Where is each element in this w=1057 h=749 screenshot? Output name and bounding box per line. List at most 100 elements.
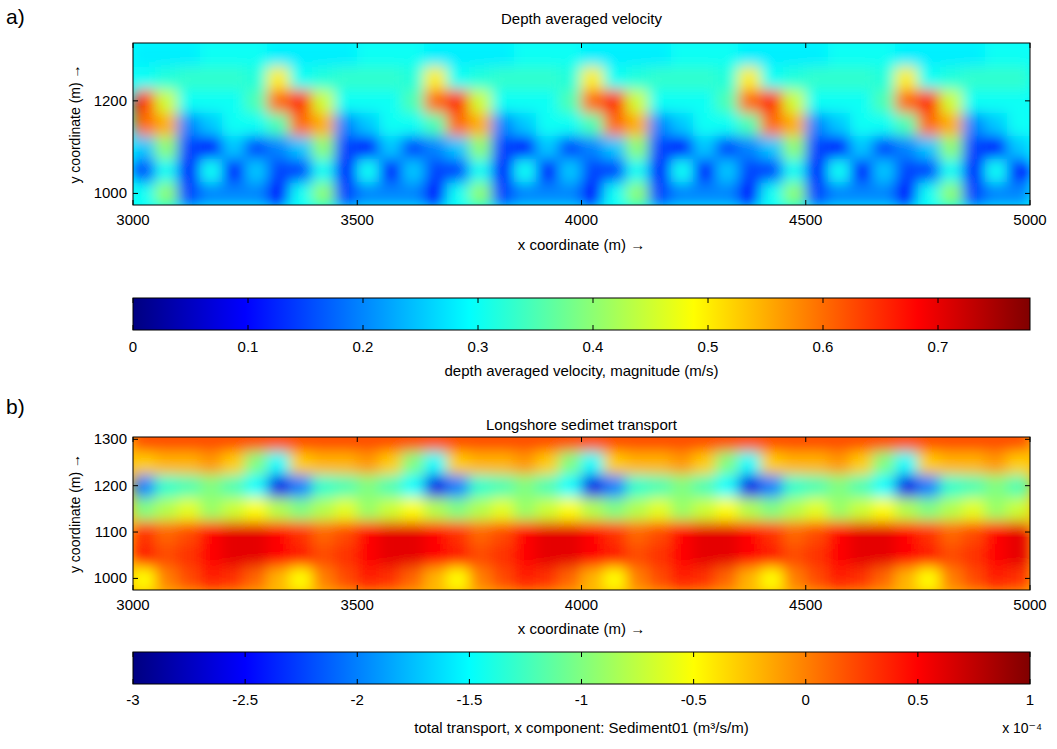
- heat-cell: [850, 497, 873, 521]
- y-tick-label: 1200: [94, 477, 127, 494]
- heat-cell: [559, 450, 582, 474]
- heat-cell: [581, 43, 604, 67]
- heat-cell: [402, 66, 425, 90]
- heat-cell: [559, 158, 582, 182]
- heat-cell: [805, 89, 828, 113]
- heat-cell: [760, 543, 783, 567]
- heat-cell: [1007, 543, 1030, 567]
- title: Longshore sedimet transport: [486, 416, 678, 433]
- heat-cell: [805, 497, 828, 521]
- heat-cell: [962, 437, 985, 451]
- heat-cell: [155, 112, 178, 136]
- heat-cell: [693, 520, 716, 544]
- heat-cell: [514, 497, 537, 521]
- heat-cell: [222, 450, 245, 474]
- heat-cell: [805, 437, 828, 451]
- y-tick-label: 1000: [94, 184, 127, 201]
- heat-cell: [200, 437, 223, 451]
- plot-frame: [133, 43, 1030, 205]
- heat-cell: [693, 474, 716, 498]
- heat-cell: [424, 520, 447, 544]
- heat-cell: [603, 43, 626, 67]
- heat-cell: [200, 543, 223, 567]
- heat-cell: [828, 181, 851, 205]
- heat-cell: [559, 43, 582, 67]
- heat-cell: [850, 89, 873, 113]
- heat-cell: [559, 66, 582, 90]
- heat-cell: [379, 566, 402, 590]
- heat-cell: [312, 158, 335, 182]
- heat-cell: [626, 520, 649, 544]
- heat-cell: [738, 89, 761, 113]
- heat-cell: [357, 158, 380, 182]
- colorbar-tick: [478, 325, 479, 330]
- heat-cell: [289, 566, 312, 590]
- heat-cell: [873, 450, 896, 474]
- heat-cell: [334, 520, 357, 544]
- heat-cell: [491, 112, 514, 136]
- plot-area: [133, 43, 1030, 205]
- y-tick: [1025, 193, 1030, 194]
- heat-cell: [559, 474, 582, 498]
- colorbar-tick: [133, 298, 134, 303]
- heat-cell: [738, 43, 761, 67]
- heat-cell: [245, 135, 268, 159]
- heat-cell: [200, 497, 223, 521]
- heat-cell: [962, 474, 985, 498]
- heat-cell: [446, 497, 469, 521]
- heat-cell: [940, 158, 963, 182]
- heat-cell: [245, 543, 268, 567]
- heat-cell: [402, 112, 425, 136]
- heat-cell: [402, 520, 425, 544]
- heat-cell: [603, 112, 626, 136]
- heat-cell: [626, 437, 649, 451]
- colorbar-tick-label: 0: [802, 691, 810, 708]
- heat-cell: [760, 450, 783, 474]
- heat-cell: [379, 135, 402, 159]
- heat-cell: [738, 112, 761, 136]
- heat-cell: [469, 43, 492, 67]
- heat-cell: [805, 43, 828, 67]
- colorbar-scale: x 10⁻⁴: [1002, 720, 1042, 736]
- heat-cell: [267, 437, 290, 451]
- heat-cell: [514, 450, 537, 474]
- heat-cell: [805, 181, 828, 205]
- heat-cell: [469, 135, 492, 159]
- heat-cell: [581, 89, 604, 113]
- colorbar-tick-label: 0.7: [928, 338, 949, 355]
- heat-cell: [446, 520, 469, 544]
- heat-cell: [671, 450, 694, 474]
- heat-cell: [491, 437, 514, 451]
- heat-cell: [917, 450, 940, 474]
- heat-cell: [177, 520, 200, 544]
- heat-cell: [177, 181, 200, 205]
- heat-cell: [245, 89, 268, 113]
- heat-cell: [671, 89, 694, 113]
- heat-cell: [133, 112, 156, 136]
- heat-cell: [828, 520, 851, 544]
- x-tick: [581, 43, 582, 48]
- heat-cell: [514, 181, 537, 205]
- heat-cell: [133, 181, 156, 205]
- heat-cell: [222, 158, 245, 182]
- heat-cell: [1007, 437, 1030, 451]
- heat-cell: [828, 450, 851, 474]
- heat-cell: [581, 474, 604, 498]
- heat-cell: [177, 43, 200, 67]
- heat-cell: [962, 89, 985, 113]
- heat-cell: [581, 520, 604, 544]
- heat-cell: [536, 474, 559, 498]
- heat-cell: [536, 43, 559, 67]
- heat-cell: [626, 450, 649, 474]
- heat-cell: [693, 158, 716, 182]
- heat-cell: [783, 112, 806, 136]
- heat-cell: [760, 43, 783, 67]
- x-tick: [1030, 200, 1031, 205]
- heat-cell: [245, 66, 268, 90]
- heat-cell: [245, 566, 268, 590]
- heat-cell: [334, 66, 357, 90]
- y-tick-label: 1000: [94, 569, 127, 586]
- heat-cell: [626, 566, 649, 590]
- heat-cell: [985, 112, 1008, 136]
- heat-cell: [402, 158, 425, 182]
